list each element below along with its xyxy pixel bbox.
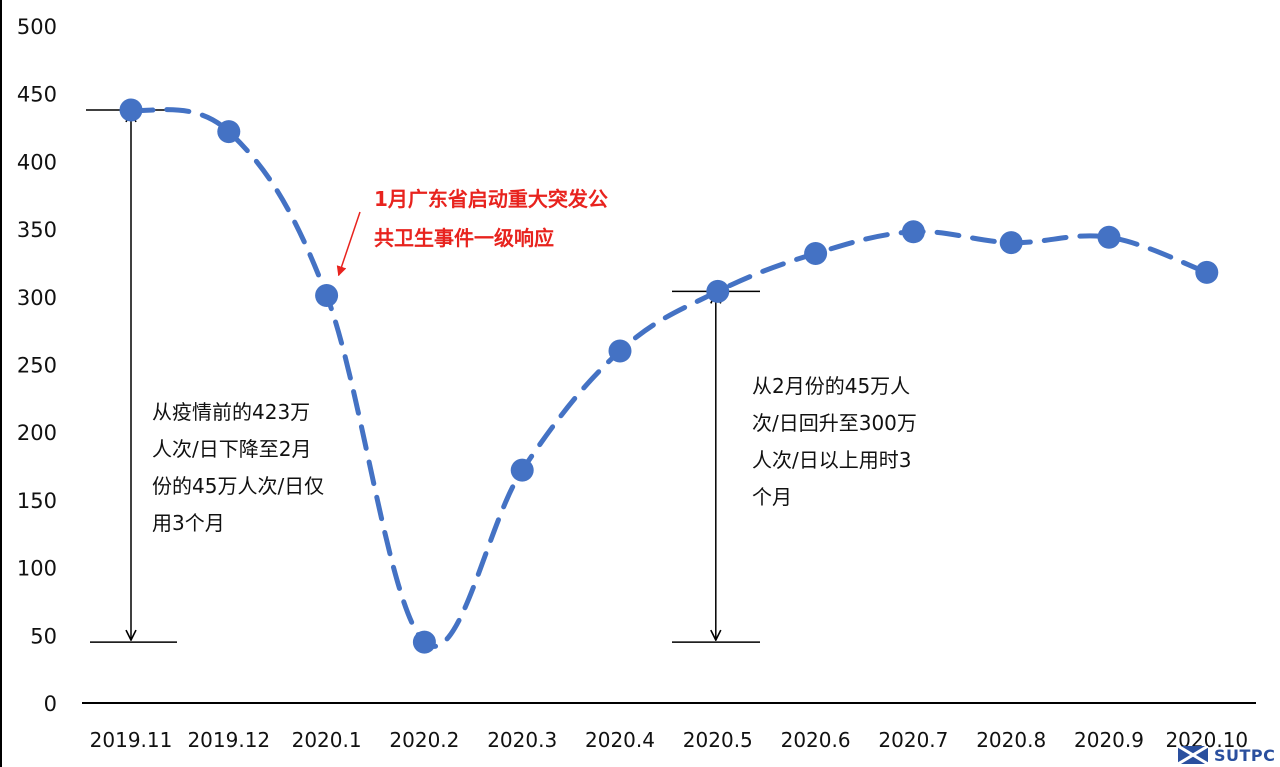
- data-point: [412, 630, 436, 654]
- x-tick-label: 2020.3: [487, 728, 557, 752]
- policy-callout: 1月广东省启动重大突发公 共卫生事件一级响应: [374, 180, 608, 258]
- decline-note: 从疫情前的423万 人次/日下降至2月 份的45万人次/日仅 用3个月: [152, 394, 324, 542]
- data-point: [608, 339, 632, 363]
- sutpc-logo-text: SUTPC: [1214, 745, 1276, 765]
- decline-note-line-2: 人次/日下降至2月: [152, 437, 312, 461]
- data-point: [217, 120, 241, 144]
- x-tick-label: 2019.12: [187, 728, 270, 752]
- recovery-note: 从2月份的45万人 次/日回升至300万 人次/日以上用时3 个月: [752, 368, 917, 516]
- data-point: [901, 220, 925, 244]
- left-border-line: [0, 0, 2, 767]
- decline-note-line-3: 份的45万人次/日仅: [152, 474, 325, 498]
- y-tick-label: 50: [30, 624, 57, 648]
- data-point: [706, 279, 730, 303]
- series-path: [128, 107, 1210, 649]
- y-axis: 0 50 100 150 200 250 300 350 400 450 500: [17, 15, 57, 716]
- x-tick-label: 2019.11: [90, 728, 173, 752]
- y-tick-label: 0: [44, 692, 57, 716]
- callout-pointer-arrow: [336, 211, 361, 277]
- x-tick-label: 2020.7: [878, 728, 948, 752]
- data-points: [119, 98, 1219, 654]
- x-tick-label: 2020.6: [781, 728, 851, 752]
- y-tick-label: 150: [17, 489, 57, 513]
- data-point: [119, 98, 143, 122]
- range-brackets: [86, 109, 760, 643]
- y-tick-label: 450: [17, 83, 57, 107]
- y-tick-label: 400: [17, 150, 57, 174]
- x-tick-label: 2020.8: [976, 728, 1046, 752]
- data-point: [804, 241, 828, 265]
- recovery-note-line-4: 个月: [752, 485, 792, 509]
- x-tick-label: 2020.1: [292, 728, 362, 752]
- decline-note-line-4: 用3个月: [152, 511, 225, 535]
- y-tick-label: 250: [17, 354, 57, 378]
- y-tick-label: 100: [17, 557, 57, 581]
- callout-line-2: 共卫生事件一级响应: [374, 226, 554, 250]
- x-tick-label: 2020.5: [683, 728, 753, 752]
- sutpc-logo-icon: [1178, 746, 1208, 764]
- data-point: [315, 283, 339, 307]
- sutpc-logo: SUTPC: [1178, 745, 1275, 765]
- data-point: [999, 231, 1023, 255]
- y-tick-label: 500: [17, 15, 57, 39]
- series-line: [128, 107, 1210, 649]
- recovery-note-line-2: 次/日回升至300万: [752, 411, 917, 435]
- x-axis: 2019.11 2019.12 2020.1 2020.2 2020.3 2020.4 20…: [82, 702, 1256, 752]
- data-point: [1097, 225, 1121, 249]
- x-tick-label: 2020.9: [1074, 728, 1144, 752]
- data-point: [1195, 260, 1219, 284]
- y-tick-label: 350: [17, 218, 57, 242]
- recovery-note-line-3: 人次/日以上用时3: [752, 448, 912, 472]
- callout-line-1: 1月广东省启动重大突发公: [374, 187, 608, 211]
- x-tick-label: 2020.4: [585, 728, 655, 752]
- recovery-note-line-1: 从2月份的45万人: [752, 374, 911, 398]
- x-tick-label: 2020.2: [389, 728, 459, 752]
- data-point: [510, 458, 534, 482]
- y-tick-label: 200: [17, 421, 57, 445]
- y-tick-label: 300: [17, 286, 57, 310]
- decline-note-line-1: 从疫情前的423万: [152, 400, 311, 424]
